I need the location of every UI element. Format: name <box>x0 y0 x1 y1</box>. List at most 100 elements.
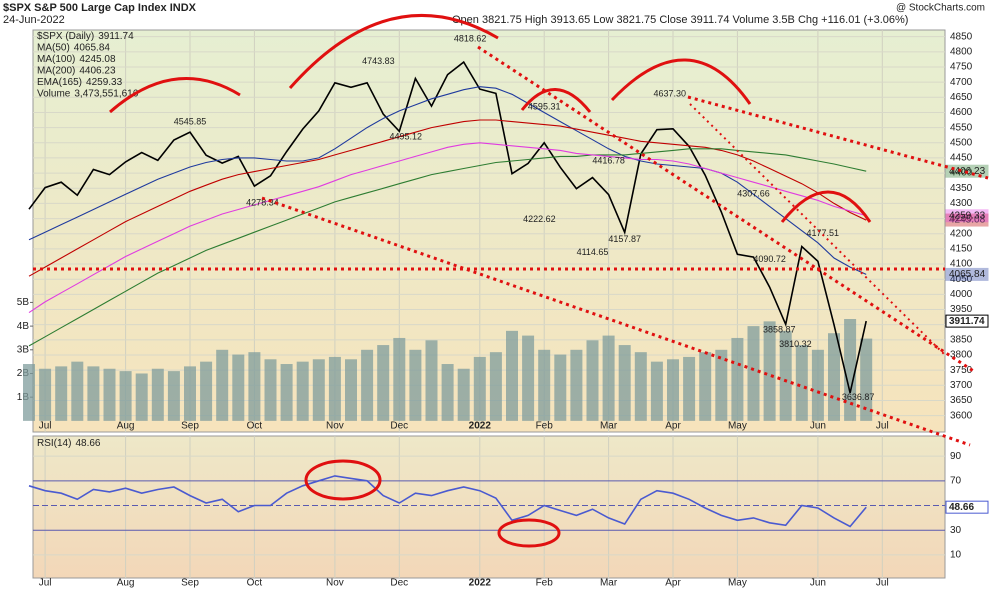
y-tick-label: 4500 <box>950 137 973 148</box>
volume-bar <box>634 352 647 421</box>
volume-bar <box>312 359 325 421</box>
volume-bar <box>570 349 583 421</box>
legend-value: 4245.08 <box>79 54 116 65</box>
y2-tick-label: 4B <box>17 321 30 332</box>
volume-bar <box>377 345 390 421</box>
volume-bar <box>763 321 776 421</box>
y2-tick-label: 5B <box>17 297 30 308</box>
y-tick-label: 30 <box>950 525 962 536</box>
y-tick-label: 4350 <box>950 183 973 194</box>
x-tick-label: Aug <box>117 578 135 589</box>
legend-entry: MA(200) 4406.23 <box>37 65 116 76</box>
x-tick-label: Jul <box>876 578 889 589</box>
rsi-line <box>28 475 867 528</box>
volume-bar <box>489 352 502 421</box>
volume-bar <box>667 359 679 421</box>
annotation: 4743.83 <box>362 56 395 66</box>
volume-bar <box>248 352 261 421</box>
x-tick-label: Nov <box>326 421 344 432</box>
volume-bar <box>151 368 164 421</box>
legend-name: Volume <box>37 88 71 99</box>
legend-name: RSI(14) <box>37 438 71 449</box>
annotation: 4222.62 <box>523 214 556 224</box>
volume-bar <box>71 361 84 421</box>
legend-entry: EMA(165) 4259.33 <box>37 77 123 88</box>
source: @ StockCharts.com <box>896 3 985 14</box>
volume-bar <box>23 364 35 421</box>
value-tag <box>945 500 989 514</box>
rsi-panel <box>32 435 946 579</box>
value-tag <box>945 314 989 328</box>
annotation: 3810.32 <box>779 339 812 349</box>
trend-lines <box>33 45 989 447</box>
y-tick-label: 4400 <box>950 168 973 179</box>
legend-entry: MA(50) 4065.84 <box>37 42 110 53</box>
x-tick-label: Sep <box>181 421 199 432</box>
volume-bar <box>345 359 357 421</box>
x-tick-label: Jul <box>39 421 52 432</box>
volume-bar <box>779 330 792 421</box>
x-tick-label: Jul <box>876 421 889 432</box>
volume-bar <box>264 359 277 421</box>
annotation: 4157.87 <box>608 234 641 244</box>
annotation: 4818.62 <box>454 34 487 44</box>
x-tick-label: 2022 <box>469 421 492 432</box>
legend-value: 4406.23 <box>79 65 116 76</box>
volume-bar <box>441 364 454 421</box>
legend-value: 4065.84 <box>74 42 111 53</box>
volume-bar <box>683 356 696 421</box>
volume-bar <box>87 366 100 421</box>
y-tick-label: 4750 <box>950 62 973 73</box>
annotation: 3636.87 <box>842 392 875 402</box>
volume-bar <box>522 335 535 421</box>
value-tag-label: 3911.74 <box>949 316 985 327</box>
volume-bar <box>216 349 229 421</box>
x-tick-label: Jun <box>810 421 826 432</box>
y-tick-label: 3850 <box>950 334 973 345</box>
y-tick-label: 3750 <box>950 365 973 376</box>
y-tick-label: 4450 <box>950 153 973 164</box>
x-tick-label: Apr <box>665 421 681 432</box>
volume-bar <box>473 356 486 421</box>
volume-bar <box>699 352 712 421</box>
y-tick-label: 4650 <box>950 92 973 103</box>
value-tag-label: 4245.08 <box>949 215 986 226</box>
legend-value: 4259.33 <box>86 77 123 88</box>
y-tick-label: 4000 <box>950 289 973 300</box>
value-tag-label: 48.66 <box>949 502 974 513</box>
volume-bar <box>795 345 808 421</box>
volume-bar <box>103 368 116 421</box>
x-tick-label: Mar <box>600 421 618 432</box>
legend-entry: $SPX (Daily) 3911.74 <box>37 31 134 42</box>
annotation: 4307.66 <box>737 188 770 198</box>
y-tick-label: 3950 <box>950 304 973 315</box>
annotation: 4177.51 <box>806 228 839 238</box>
legend-value: 3,473,551,616 <box>74 88 138 99</box>
date: 24-Jun-2022 <box>3 14 65 26</box>
volume-bar <box>135 373 148 421</box>
volume-bar <box>280 364 293 421</box>
annotation: 4278.34 <box>246 197 279 207</box>
y-tick-label: 4550 <box>950 122 973 133</box>
annotation: 4595.31 <box>528 101 561 111</box>
legend-value: 48.66 <box>75 438 100 449</box>
x-tick-label: Oct <box>247 578 263 589</box>
y-tick-label: 4250 <box>950 213 973 224</box>
y2-tick-label: 3B <box>17 344 30 355</box>
legend-entry: Volume 3,473,551,616 <box>37 88 139 99</box>
volume-bar <box>184 366 196 421</box>
volume-bar <box>39 368 52 421</box>
annotation: 4495.12 <box>389 132 422 142</box>
volume-bar <box>361 349 374 421</box>
value-tag <box>945 267 989 281</box>
volume-bar <box>393 337 406 421</box>
x-tick-label: Nov <box>326 578 344 589</box>
y-tick-label: 70 <box>950 475 962 486</box>
legend-name: MA(50) <box>37 42 70 53</box>
volume-bar <box>747 326 760 421</box>
annotation: 4637.30 <box>654 89 687 99</box>
x-tick-label: May <box>728 578 747 589</box>
annotation: 4114.65 <box>577 247 609 257</box>
chart-title: $SPX S&P 500 Large Cap Index INDX <box>3 2 197 14</box>
